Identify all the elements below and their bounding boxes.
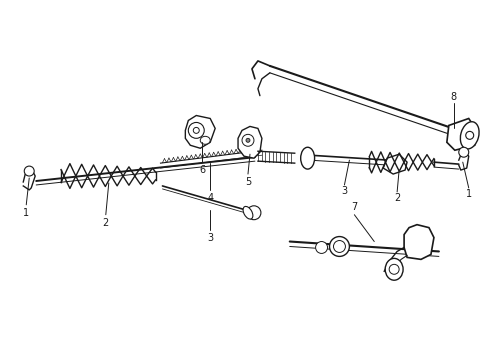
Text: 7: 7 <box>351 202 358 212</box>
Ellipse shape <box>385 258 403 280</box>
Circle shape <box>24 166 34 176</box>
Text: 6: 6 <box>199 165 205 175</box>
Circle shape <box>389 264 399 274</box>
Circle shape <box>459 147 469 157</box>
Ellipse shape <box>301 147 315 169</box>
Text: 3: 3 <box>207 233 213 243</box>
Polygon shape <box>383 154 407 174</box>
Circle shape <box>193 127 199 133</box>
Polygon shape <box>447 118 477 150</box>
Circle shape <box>246 138 250 142</box>
Text: 3: 3 <box>342 186 347 196</box>
Polygon shape <box>238 126 262 158</box>
Circle shape <box>316 242 327 253</box>
Polygon shape <box>185 116 215 148</box>
Text: 4: 4 <box>207 193 213 203</box>
Text: 2: 2 <box>103 218 109 228</box>
Text: 1: 1 <box>23 208 29 218</box>
Ellipse shape <box>200 136 210 144</box>
Ellipse shape <box>460 122 479 149</box>
Circle shape <box>466 131 474 139</box>
Circle shape <box>242 134 254 146</box>
Text: 2: 2 <box>394 193 400 203</box>
Text: 1: 1 <box>466 189 472 199</box>
Polygon shape <box>404 225 434 260</box>
Circle shape <box>247 206 261 220</box>
Text: 8: 8 <box>451 92 457 102</box>
Text: 5: 5 <box>245 177 251 187</box>
Circle shape <box>188 122 204 138</box>
Ellipse shape <box>243 206 253 219</box>
Ellipse shape <box>329 237 349 256</box>
Ellipse shape <box>334 240 345 252</box>
